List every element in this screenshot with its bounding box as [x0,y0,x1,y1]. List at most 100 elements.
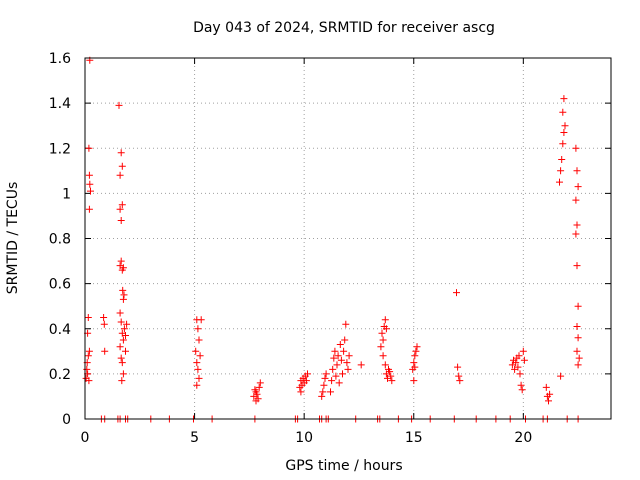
data-point [411,352,419,360]
data-point [379,352,387,360]
data-point [559,140,567,148]
data-point [519,347,527,355]
data-point [572,196,580,204]
data-point [335,379,343,387]
x-axis-label: GPS time / hours [285,458,402,474]
data-point [573,221,581,229]
data-point [117,257,125,265]
data-point [331,347,339,355]
data-point [256,379,264,387]
data-point [517,381,525,389]
data-point [100,320,108,328]
data-point [320,381,328,389]
data-point [83,365,91,373]
data-point [322,370,330,378]
data-point [558,156,566,163]
data-point [514,363,522,371]
data-point [297,388,305,396]
data-point [573,167,581,175]
data-point [573,347,581,355]
data-point [381,361,389,369]
data-point [116,171,124,179]
data-point [411,363,419,371]
data-point [388,377,396,385]
data-point [381,316,389,324]
data-point [453,289,460,297]
data-point [515,352,523,360]
data-point [117,318,125,326]
data-point [336,341,344,348]
data-point [255,383,263,391]
data-point [196,352,204,360]
data-point [122,347,129,355]
data-point [192,347,200,355]
y-tick-label: 0.8 [49,232,71,248]
data-point [557,372,565,380]
data-point [119,295,127,303]
y-tick-label: 1.4 [49,96,71,112]
data-point [573,323,581,330]
y-tick-label: 0 [62,412,71,428]
y-tick-label: 0.4 [49,322,71,338]
data-point [412,347,420,355]
data-point [413,343,421,351]
y-tick-label: 1 [62,186,71,202]
data-point [115,101,123,109]
data-point [101,347,109,355]
data-point [119,370,127,378]
data-point [333,361,341,369]
data-point [560,95,568,103]
data-point [386,368,394,376]
data-point [319,388,327,396]
data-point [118,162,126,170]
data-point [117,354,125,362]
data-point [84,352,92,360]
data-point [118,377,126,385]
data-point [332,372,340,380]
data-point [546,390,554,398]
data-point [195,374,203,382]
data-point [253,390,261,398]
data-points [82,56,583,423]
data-point [343,359,351,367]
data-point [559,108,567,116]
data-point [321,374,329,382]
data-point [193,359,201,367]
data-point [574,334,582,342]
data-point [120,291,128,299]
data-point [574,302,582,310]
grid [85,58,611,419]
data-point [195,336,203,344]
data-point [85,171,93,179]
data-point [518,386,526,394]
data-point [572,230,580,238]
data-point [193,381,201,389]
data-point [345,352,353,360]
data-point [330,354,338,362]
data-point [100,314,108,321]
data-point [84,314,92,321]
data-point [318,392,326,400]
data-point [574,361,582,369]
data-point [455,372,463,380]
data-point [339,370,346,378]
y-tick-label: 1.2 [49,141,71,157]
data-point [572,144,580,152]
data-point [117,149,125,157]
data-point [573,262,581,270]
data-point [454,363,462,371]
data-point [197,316,205,324]
y-tick-label: 1.6 [49,51,71,67]
data-point [516,370,524,378]
x-tick-label: 15 [405,430,423,446]
data-point [85,144,93,152]
x-tick-label: 5 [190,430,199,446]
data-point [85,347,93,355]
data-point [118,201,126,209]
x-tick-label: 10 [295,430,313,446]
data-point [379,336,387,344]
data-point [85,205,93,213]
data-point [561,122,569,130]
data-point [382,325,390,333]
data-point [341,336,349,344]
